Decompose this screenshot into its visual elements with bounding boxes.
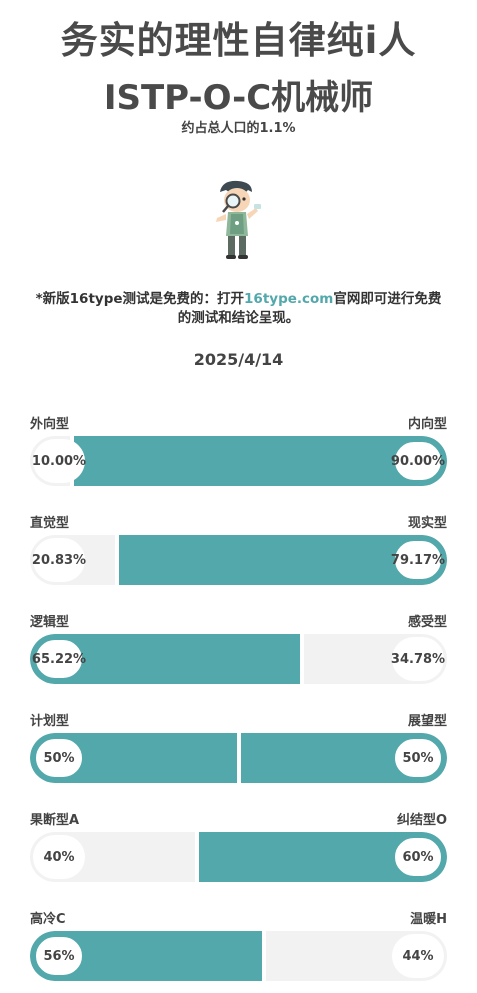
left-trait-label: 直觉型	[30, 516, 70, 531]
right-trait-label: 纠结型O	[396, 813, 447, 828]
left-percent: 56%	[33, 934, 85, 978]
right-percent: 60%	[392, 835, 444, 879]
right-trait-label: 感受型	[407, 615, 447, 630]
bar-divider	[115, 535, 119, 585]
right-trait-label: 温暖H	[410, 912, 447, 927]
left-trait-label: 高冷C	[30, 912, 66, 927]
right-percent: 90.00%	[391, 439, 445, 483]
right-percent: 79.17%	[391, 538, 445, 582]
trait-bar: 56% 44%	[30, 931, 447, 981]
site-link[interactable]: 16type.com	[244, 291, 334, 307]
free-test-note: *新版16type测试是免费的：打开16type.com官网即可进行免费的测试和…	[30, 290, 447, 328]
note-suffix: 官网即可进行免费的测试和结论呈现。	[177, 291, 442, 326]
right-percent: 34.78%	[391, 637, 445, 681]
page-title: 务实的理性自律纯i人	[60, 19, 417, 62]
right-trait-label: 现实型	[407, 516, 447, 531]
cartoon-character-with-magnifier-icon	[216, 180, 261, 259]
left-trait-label: 计划型	[30, 714, 70, 729]
left-percent: 10.00%	[32, 439, 86, 483]
right-fill	[72, 436, 447, 486]
bar-divider	[262, 931, 266, 981]
right-trait-label: 展望型	[407, 714, 447, 729]
dimension-row: 果断型A 纠结型O 40% 60%	[30, 809, 447, 889]
right-percent: 50%	[392, 736, 444, 780]
test-date: 2025/4/14	[193, 350, 284, 369]
trait-bar: 10.00% 90.00%	[30, 436, 447, 486]
left-percent: 50%	[33, 736, 85, 780]
population-text: 约占总人口的1.1%	[181, 121, 296, 136]
type-code: ISTP-O-C机械师	[103, 78, 374, 118]
bar-divider	[195, 832, 199, 882]
dimension-row: 外向型 内向型 10.00% 90.00%	[30, 413, 447, 493]
bar-divider	[300, 634, 304, 684]
dimension-row: 计划型 展望型 50% 50%	[30, 710, 447, 790]
left-trait-label: 外向型	[30, 417, 70, 432]
left-percent: 40%	[33, 835, 85, 879]
bar-divider	[237, 733, 241, 783]
trait-bar: 20.83% 79.17%	[30, 535, 447, 585]
dimension-row: 直觉型 现实型 20.83% 79.17%	[30, 512, 447, 592]
left-percent: 65.22%	[32, 637, 86, 681]
right-trait-label: 内向型	[407, 417, 447, 432]
note-prefix: *新版16type测试是免费的：打开	[35, 291, 245, 307]
right-percent: 44%	[392, 934, 444, 978]
dimension-row: 高冷C 温暖H 56% 44%	[30, 908, 447, 988]
dimension-row: 逻辑型 感受型 65.22% 34.78%	[30, 611, 447, 691]
trait-bar: 65.22% 34.78%	[30, 634, 447, 684]
trait-bar: 50% 50%	[30, 733, 447, 783]
left-percent: 20.83%	[32, 538, 86, 582]
left-trait-label: 逻辑型	[30, 615, 70, 630]
left-trait-label: 果断型A	[30, 813, 80, 828]
trait-bar: 40% 60%	[30, 832, 447, 882]
